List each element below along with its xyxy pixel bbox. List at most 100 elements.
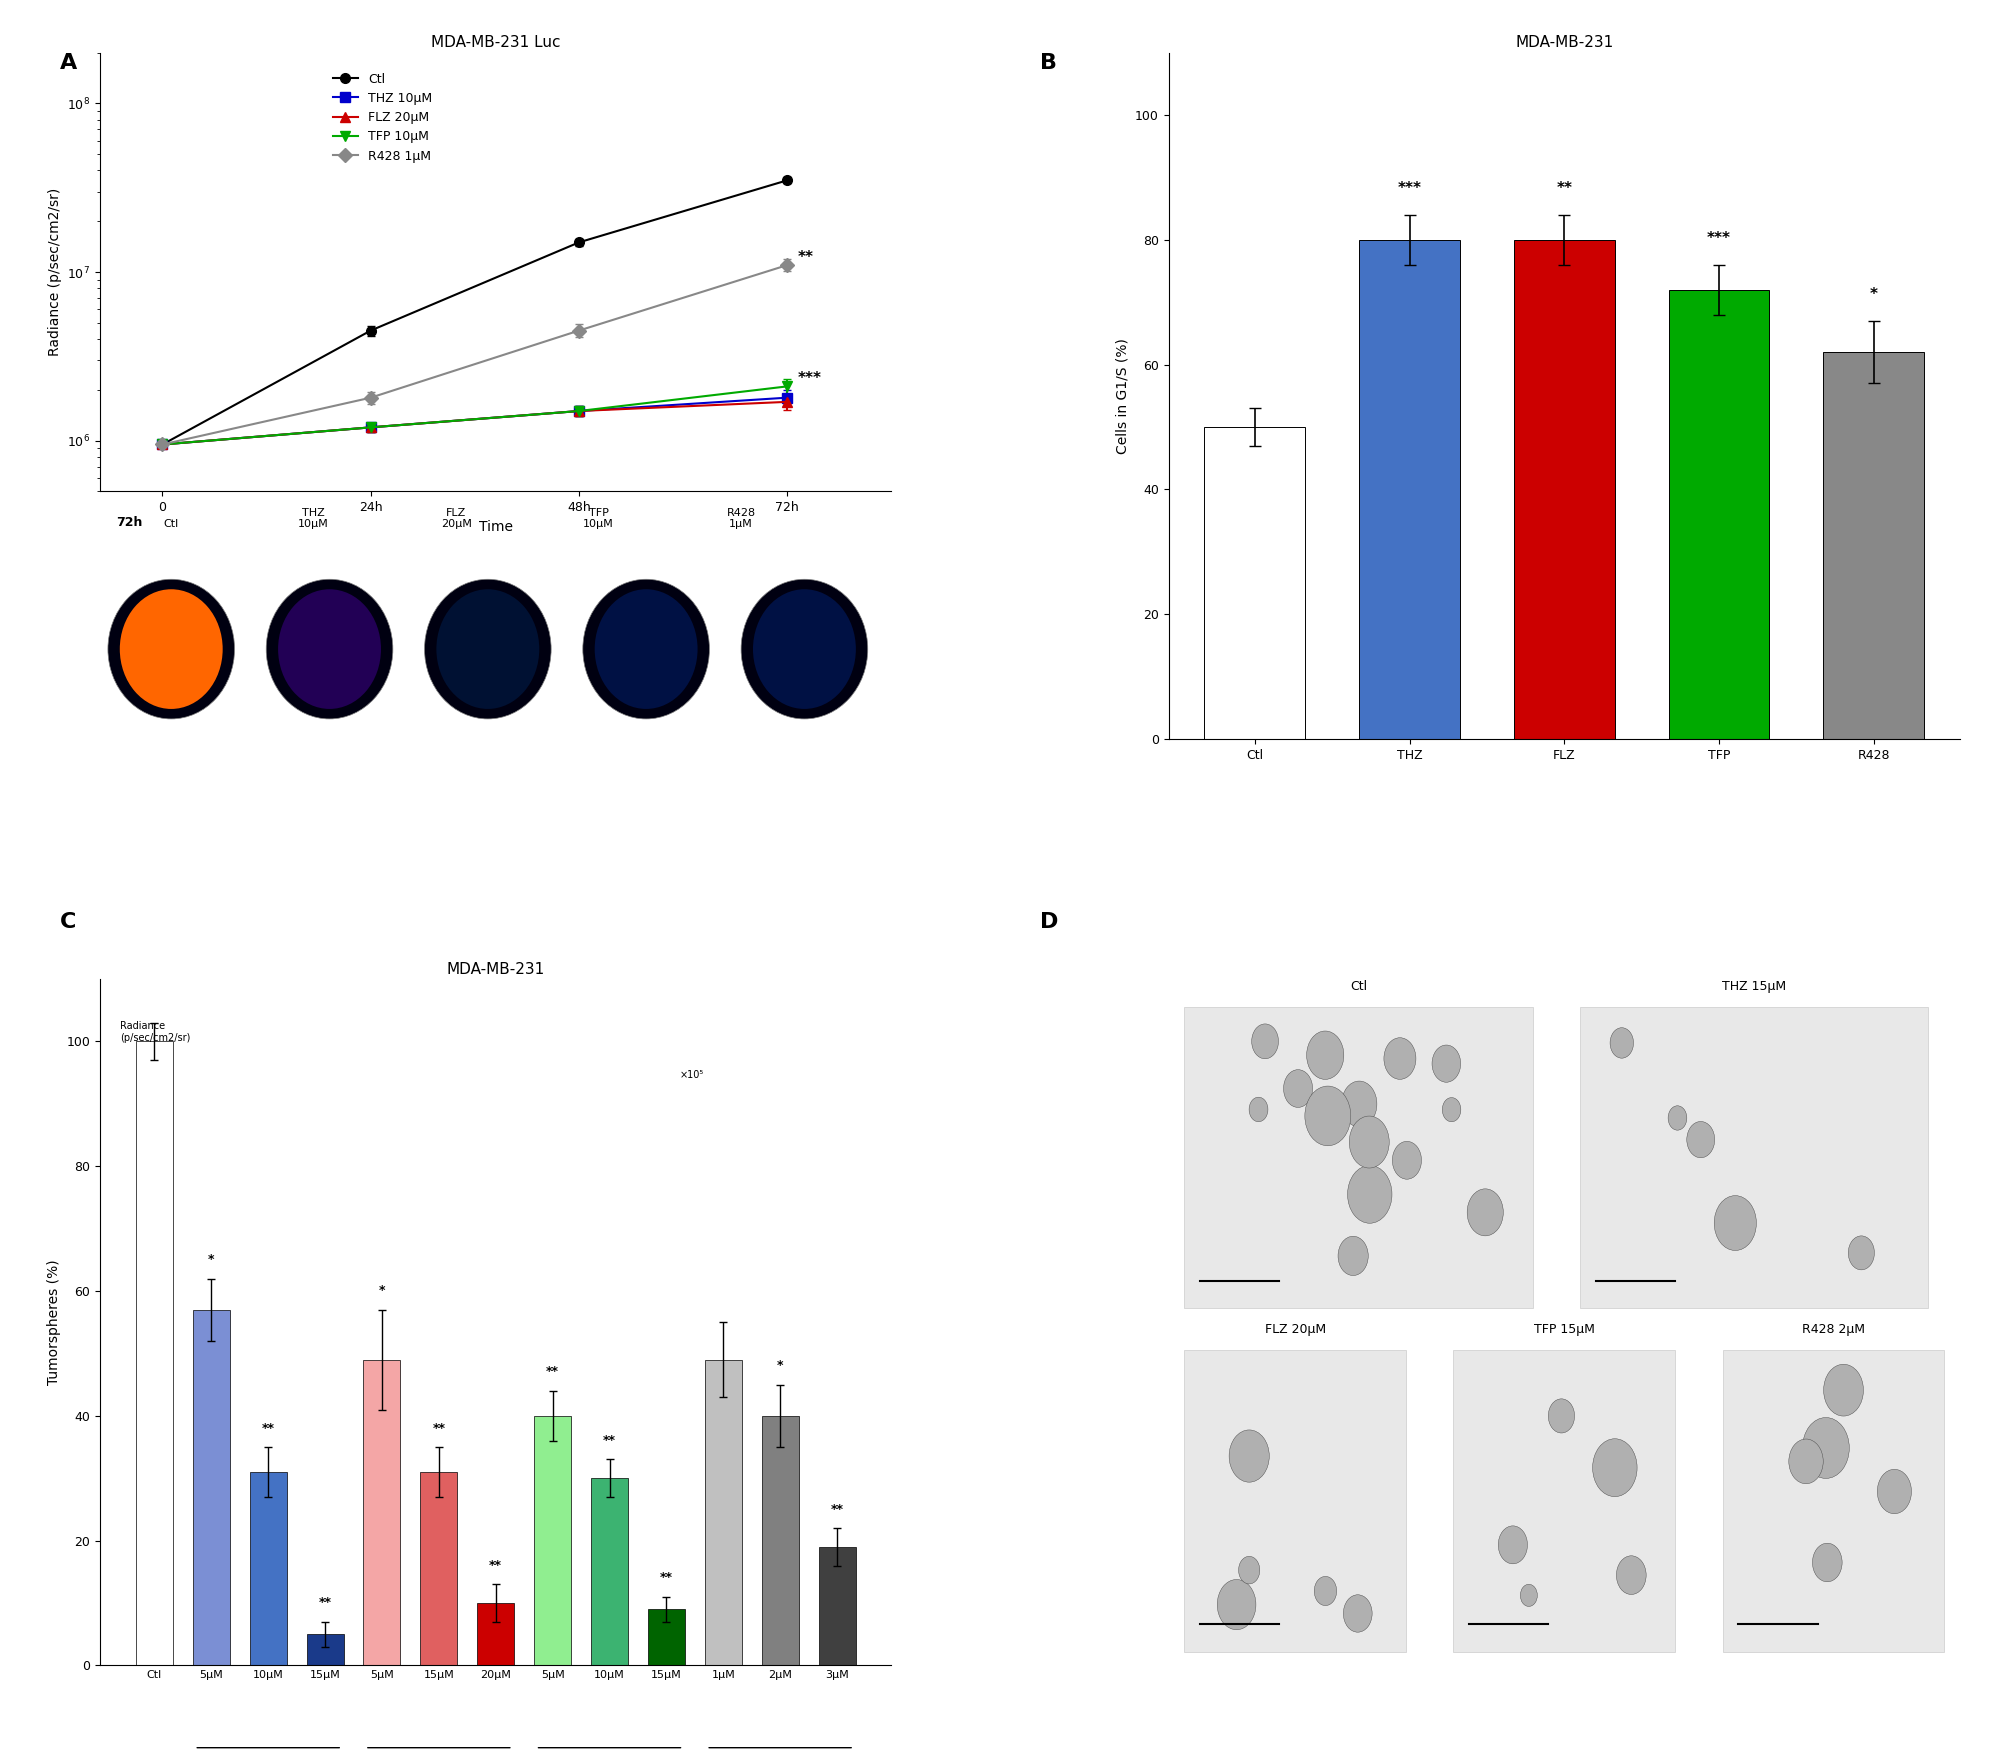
Title: MDA-MB-231 Luc: MDA-MB-231 Luc [430,35,560,51]
Text: B: B [1040,53,1056,72]
Ellipse shape [1344,1595,1372,1632]
Text: *: * [1870,287,1878,302]
Ellipse shape [1592,1439,1638,1497]
Text: ***: *** [1398,181,1422,196]
Text: *: * [378,1285,386,1297]
Text: Ctl: Ctl [1350,980,1368,992]
FancyBboxPatch shape [1722,1350,1944,1651]
Bar [1824,352,1924,738]
Ellipse shape [1802,1418,1850,1478]
Bar [648,1609,684,1665]
Ellipse shape [1384,1038,1416,1080]
Y-axis label: Cells in G1/S (%): Cells in G1/S (%) [1116,338,1130,454]
Ellipse shape [120,589,222,708]
Text: *: * [776,1359,784,1373]
Text: TFP
10μM: TFP 10μM [584,508,614,529]
Text: **: ** [318,1597,332,1609]
Ellipse shape [1824,1364,1864,1416]
Ellipse shape [1686,1122,1714,1157]
Ellipse shape [1284,1069,1312,1108]
Text: *: * [208,1253,214,1266]
Ellipse shape [1338,1236,1368,1276]
Text: D: D [1040,912,1058,931]
Ellipse shape [278,589,380,708]
Ellipse shape [1878,1469,1912,1515]
Ellipse shape [1616,1557,1646,1595]
Ellipse shape [1350,1117,1390,1167]
Ellipse shape [1348,1166,1392,1224]
Text: R428 2μM: R428 2μM [1802,1324,1864,1336]
Text: FLZ
20μM: FLZ 20μM [440,508,472,529]
Ellipse shape [1610,1027,1634,1059]
X-axis label: Time: Time [478,521,512,533]
Ellipse shape [1252,1024,1278,1059]
Bar [1514,240,1614,738]
Text: **: ** [432,1422,446,1434]
Ellipse shape [1314,1576,1336,1606]
Bar [136,1041,172,1665]
Bar [1204,428,1306,738]
Ellipse shape [108,578,234,719]
Ellipse shape [1668,1106,1686,1131]
Ellipse shape [1468,1189,1504,1236]
Text: **: ** [660,1571,672,1585]
Ellipse shape [594,589,698,708]
Text: R428
1μM: R428 1μM [726,508,756,529]
Text: **: ** [546,1366,560,1378]
Ellipse shape [742,578,868,719]
Ellipse shape [1520,1585,1538,1606]
Text: C: C [60,912,76,931]
Ellipse shape [424,578,552,719]
Ellipse shape [1812,1543,1842,1581]
Ellipse shape [1304,1087,1350,1146]
Text: TFP 15μM: TFP 15μM [1534,1324,1594,1336]
Y-axis label: Radiance (p/sec/cm2/sr): Radiance (p/sec/cm2/sr) [48,188,62,356]
Ellipse shape [1788,1439,1824,1483]
Text: 72h: 72h [116,517,142,529]
Text: THZ
10μM: THZ 10μM [298,508,330,529]
Ellipse shape [1848,1236,1874,1269]
Text: Radiance
(p/sec/cm2/sr): Radiance (p/sec/cm2/sr) [120,1022,190,1043]
Ellipse shape [1306,1031,1344,1080]
Text: **: ** [830,1502,844,1516]
Title: MDA-MB-231: MDA-MB-231 [446,961,544,976]
Text: ***: *** [798,372,822,386]
Text: A: A [60,53,78,72]
Bar [762,1416,798,1665]
Bar [818,1546,856,1665]
Bar [592,1478,628,1665]
Bar [192,1309,230,1665]
Ellipse shape [582,578,710,719]
Bar [420,1473,458,1665]
Y-axis label: Tumorspheres (%): Tumorspheres (%) [46,1259,60,1385]
Bar [534,1416,572,1665]
Text: ×10⁵: ×10⁵ [680,1069,704,1080]
Bar [1360,240,1460,738]
Bar [306,1634,344,1665]
Ellipse shape [1218,1579,1256,1630]
Legend: Ctl, THZ 10μM, FLZ 20μM, TFP 10μM, R428 1μM: Ctl, THZ 10μM, FLZ 20μM, TFP 10μM, R428 … [328,68,436,168]
Bar [1668,289,1770,738]
Ellipse shape [1354,1173,1378,1206]
Text: FLZ 20μM: FLZ 20μM [1264,1324,1326,1336]
Ellipse shape [1714,1196,1756,1250]
Text: THZ 15μM: THZ 15μM [1722,980,1786,992]
Ellipse shape [752,589,856,708]
Ellipse shape [1548,1399,1574,1432]
Bar [250,1473,286,1665]
Text: **: ** [262,1422,274,1434]
Text: **: ** [490,1558,502,1572]
Ellipse shape [1250,1097,1268,1122]
Ellipse shape [266,578,392,719]
Ellipse shape [1498,1525,1528,1564]
Text: Ctl: Ctl [164,519,178,529]
Bar [364,1360,400,1665]
Text: **: ** [1556,181,1572,196]
FancyBboxPatch shape [1184,1006,1532,1308]
Ellipse shape [1238,1557,1260,1585]
Bar [704,1360,742,1665]
Bar [478,1602,514,1665]
Text: ***: *** [1706,231,1730,245]
Ellipse shape [1392,1141,1422,1180]
Text: **: ** [604,1434,616,1446]
